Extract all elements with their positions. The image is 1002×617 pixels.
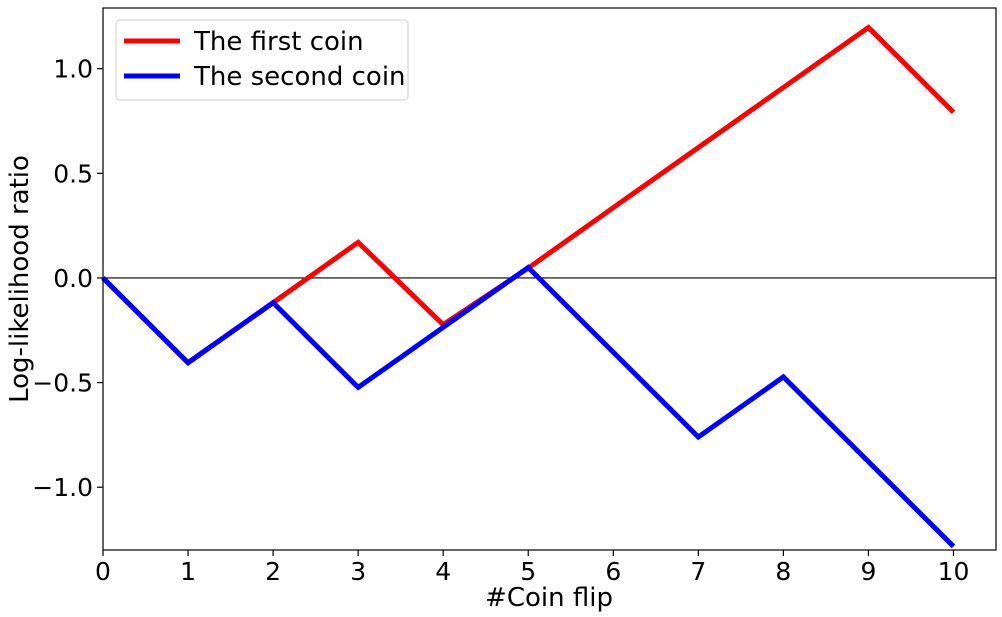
y-tick-label: 0.0 — [53, 264, 93, 293]
x-axis-title: #Coin flip — [485, 583, 613, 613]
x-tick-label: 0 — [95, 557, 111, 586]
x-tick-label: 4 — [435, 557, 451, 586]
x-tick-label: 6 — [605, 557, 621, 586]
legend-label-second-coin: The second coin — [193, 62, 406, 92]
x-axis-ticks: 0 1 2 3 4 5 6 7 8 9 10 — [95, 550, 969, 586]
x-tick-label: 10 — [938, 557, 970, 586]
x-tick-label: 1 — [180, 557, 196, 586]
legend-frame — [115, 19, 409, 101]
x-tick-label: 7 — [690, 557, 706, 586]
x-tick-label: 3 — [350, 557, 366, 586]
legend: The first coin The second coin — [115, 19, 409, 101]
y-tick-label: 1.0 — [53, 55, 93, 84]
y-tick-label: 0.5 — [53, 159, 93, 188]
series-line-second-coin — [101, 264, 956, 549]
y-tick-label: −1.0 — [32, 473, 93, 502]
y-axis-ticks: 1.0 0.5 0.0 −0.5 −1.0 — [32, 55, 103, 502]
x-tick-label: 2 — [265, 557, 281, 586]
x-tick-label: 8 — [775, 557, 791, 586]
series-layer — [101, 24, 956, 549]
y-axis-title: Log-likelihood ratio — [5, 155, 35, 403]
x-tick-label: 5 — [520, 557, 536, 586]
x-tick-label: 9 — [860, 557, 876, 586]
y-tick-label: −0.5 — [32, 369, 93, 398]
plot-frame — [102, 7, 997, 551]
legend-label-first-coin: The first coin — [193, 27, 364, 57]
